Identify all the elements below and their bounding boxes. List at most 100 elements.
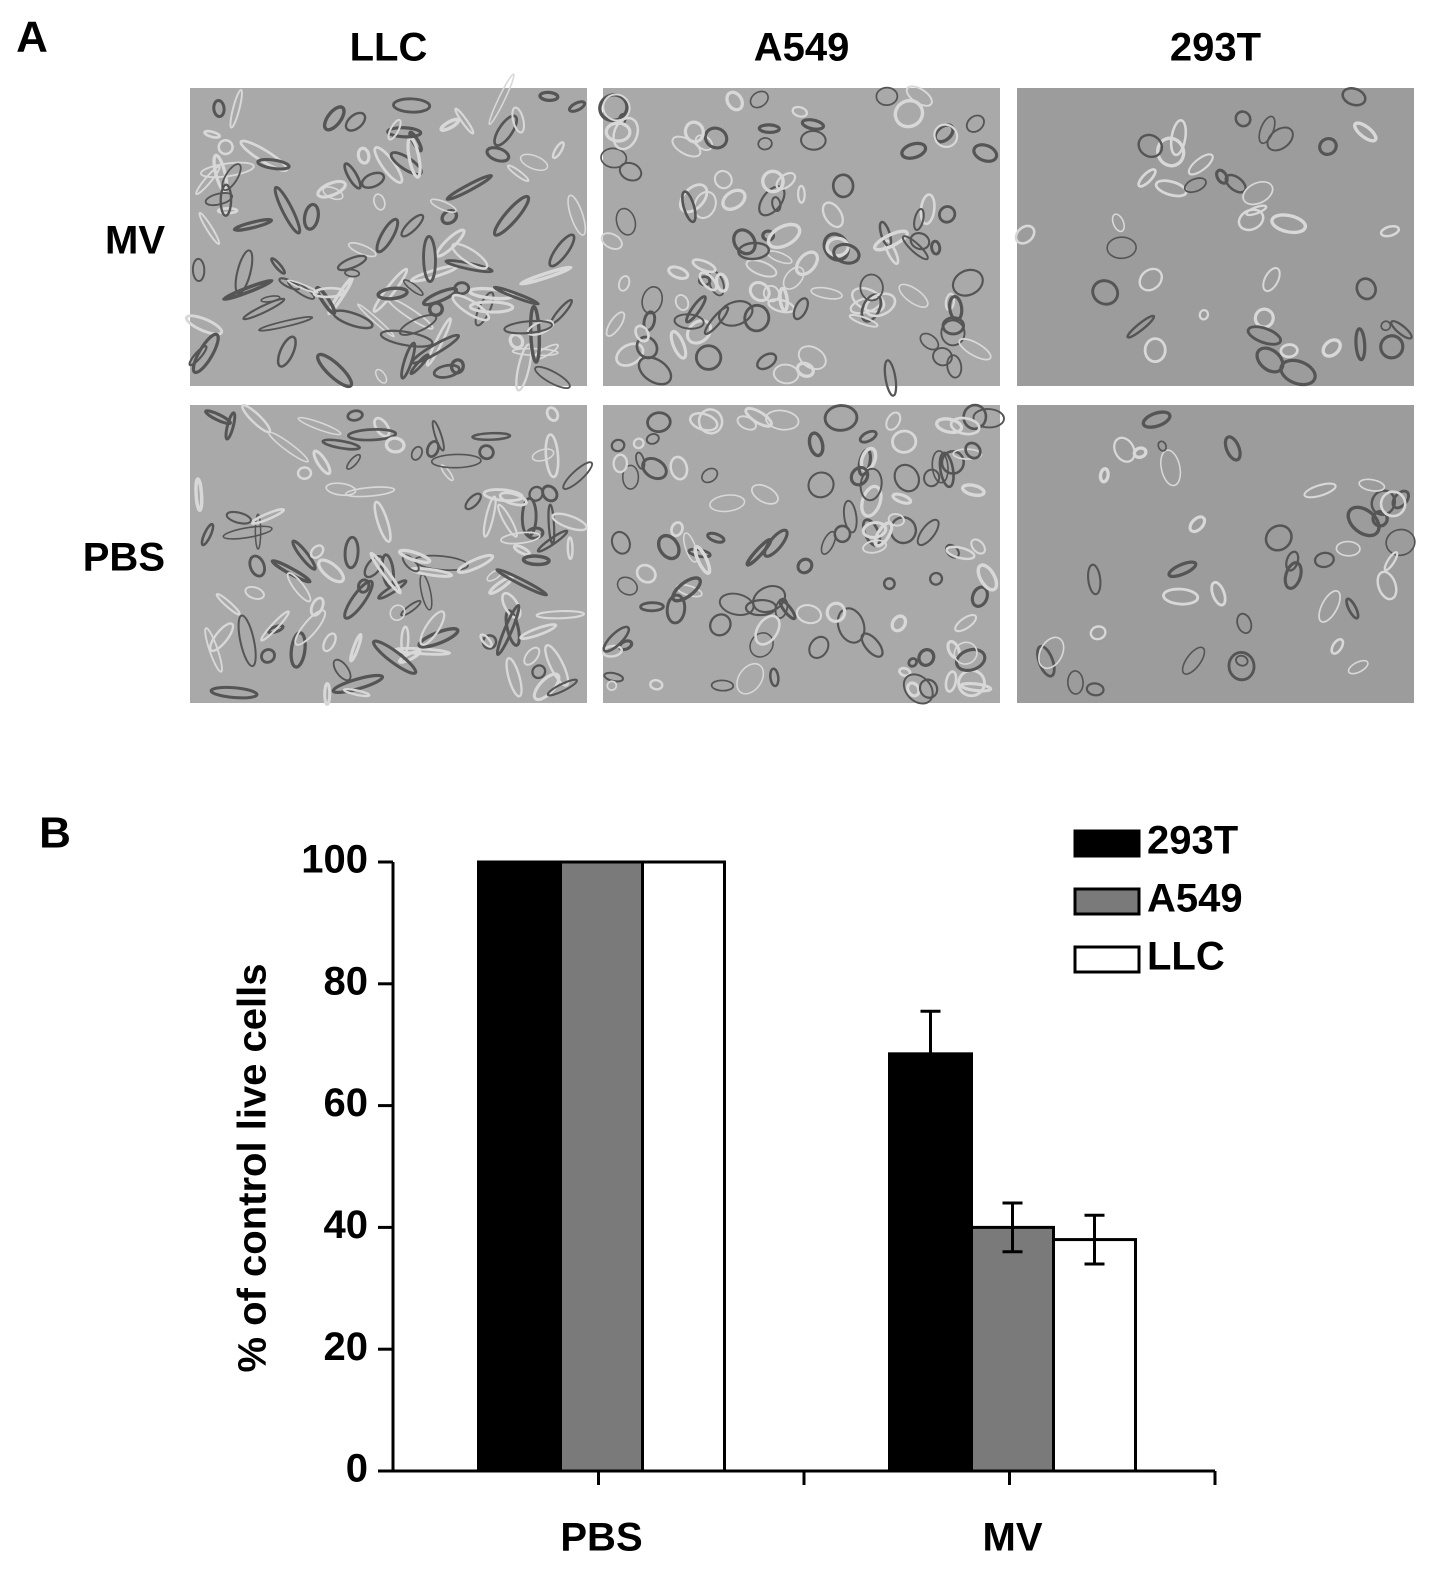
cell <box>604 121 632 143</box>
cell <box>551 141 565 160</box>
cell <box>875 86 899 107</box>
cell <box>797 345 827 371</box>
cell <box>713 169 733 190</box>
cell <box>1198 308 1210 321</box>
cell <box>691 258 717 274</box>
cell <box>212 99 226 119</box>
cell <box>970 585 989 608</box>
cell <box>511 347 559 357</box>
cell <box>1318 137 1338 156</box>
cell <box>1138 267 1163 292</box>
cell <box>488 575 514 596</box>
cell <box>917 647 936 667</box>
cell <box>743 303 771 333</box>
cell <box>548 233 576 268</box>
cell <box>237 614 257 668</box>
cell <box>860 484 883 518</box>
cell <box>601 644 623 658</box>
cell <box>566 536 574 561</box>
cell <box>698 271 718 292</box>
cell <box>736 662 765 695</box>
cell <box>756 352 778 371</box>
cell <box>1379 334 1405 360</box>
cell <box>1038 636 1065 670</box>
cell <box>800 118 826 131</box>
cell <box>1183 177 1207 194</box>
cell <box>1113 436 1136 463</box>
cell <box>203 129 221 139</box>
error-bar <box>1084 1213 1105 1266</box>
cell <box>703 305 730 336</box>
cell <box>312 449 332 476</box>
legend-label: LLC <box>1147 935 1225 979</box>
cell <box>612 453 629 474</box>
cell <box>665 593 687 625</box>
cell <box>1313 551 1335 569</box>
cell <box>234 249 254 295</box>
cell <box>1188 515 1207 534</box>
cell <box>221 163 242 192</box>
bar <box>1052 1238 1137 1473</box>
bar <box>970 1225 1055 1473</box>
panel-label: B <box>39 809 71 858</box>
cell <box>1227 650 1256 682</box>
micrograph-background <box>603 88 1000 386</box>
cell <box>199 161 255 179</box>
cell <box>349 632 363 663</box>
cell <box>498 491 528 507</box>
y-tick-label: 0 <box>346 1447 368 1491</box>
cell <box>332 658 352 682</box>
cell <box>610 438 626 453</box>
cell <box>1242 180 1274 206</box>
cell <box>344 486 396 498</box>
cell <box>322 186 344 201</box>
cell <box>379 329 434 348</box>
y-axis-label: % of control live cells <box>231 963 275 1372</box>
cell <box>825 601 847 623</box>
cell <box>315 352 354 389</box>
cell <box>737 241 771 261</box>
cell <box>471 431 512 441</box>
cell <box>1358 478 1386 492</box>
cell <box>1141 410 1172 429</box>
cell <box>503 319 554 335</box>
cell <box>810 286 843 300</box>
cell <box>617 275 631 292</box>
cell <box>887 512 905 527</box>
cell <box>347 428 398 442</box>
cell <box>632 437 645 450</box>
cell <box>954 647 987 672</box>
cell <box>669 455 689 481</box>
cell <box>749 632 774 658</box>
cell <box>944 670 958 693</box>
cell <box>1341 87 1367 107</box>
y-tick-label: 20 <box>324 1325 369 1369</box>
cell <box>232 217 274 232</box>
cell <box>771 196 782 212</box>
cell <box>709 613 732 637</box>
cell <box>495 567 549 597</box>
cell <box>1235 654 1249 667</box>
cell <box>778 598 797 621</box>
cell <box>1255 346 1285 374</box>
cell <box>456 553 495 574</box>
cell <box>497 503 519 538</box>
cell <box>1111 213 1125 233</box>
cell <box>1091 279 1120 306</box>
cell <box>325 482 357 497</box>
cell <box>681 190 697 224</box>
cell <box>931 450 949 484</box>
legend-swatch <box>1073 829 1141 858</box>
cell <box>932 346 953 367</box>
cell <box>862 539 888 554</box>
bar <box>888 1052 973 1473</box>
cell <box>519 153 549 172</box>
cell <box>883 359 898 397</box>
cell <box>200 522 215 547</box>
cell <box>621 464 640 490</box>
cell <box>916 518 940 547</box>
cell <box>778 286 789 313</box>
cell <box>745 259 778 278</box>
cell <box>1245 204 1268 217</box>
cell <box>1390 320 1413 340</box>
